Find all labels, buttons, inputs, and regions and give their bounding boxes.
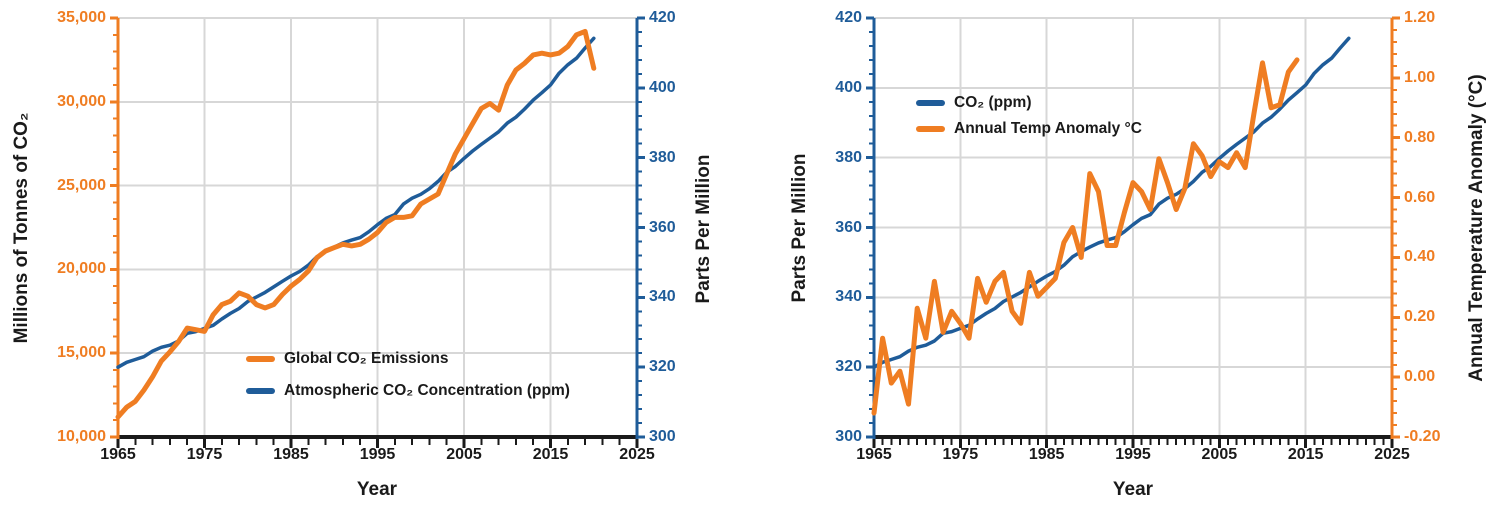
tick-label: 1.00 (1404, 68, 1436, 86)
legend-label: Atmospheric CO₂ Concentration (ppm) (284, 382, 570, 399)
y-axis-title-right: Annual Temperature Anomaly (°C) (1466, 74, 1487, 382)
series-line (116, 36, 596, 369)
plot-area (866, 16, 1400, 448)
tick-label: 380 (649, 148, 676, 166)
legend-item: CO₂ (ppm) (916, 90, 1142, 116)
tick-label: 25,000 (57, 176, 106, 194)
x-axis-title: Year (1112, 479, 1154, 500)
y-axis-title-left: Millions of Tonnes of CO₂ (11, 112, 32, 344)
tick-label: 1995 (359, 446, 396, 463)
concentration-and-temperature-chart: Parts Per Million Annual Temperature Ano… (755, 0, 1509, 524)
tick-label: 0.60 (1404, 188, 1436, 206)
x-axis-title: Year (356, 479, 398, 500)
tick-label: 35,000 (57, 9, 106, 26)
series-line (871, 57, 1300, 416)
tick-label: 420 (835, 9, 862, 26)
legend-swatch-concentration (246, 388, 275, 394)
x-axis (872, 435, 1394, 448)
tick-label: 2015 (1287, 446, 1324, 463)
tick-label: 15,000 (57, 344, 106, 362)
tick-label: 340 (835, 288, 862, 306)
tick-label: 300 (835, 428, 862, 445)
tick-label: 2005 (446, 446, 482, 463)
legend-swatch-co2 (916, 100, 945, 106)
tick-label: 1995 (1115, 446, 1151, 463)
tick-label: 30,000 (57, 92, 106, 110)
emissions-and-concentration-chart: Millions of Tonnes of CO₂ Parts Per Mill… (11, 9, 714, 500)
tick-label: 1985 (273, 446, 309, 463)
tick-label: 0.40 (1404, 248, 1436, 266)
tick-label: 2025 (619, 446, 655, 463)
legend-label: Global CO₂ Emissions (284, 350, 449, 367)
y-axis-left (866, 16, 876, 439)
y-axis-left (110, 16, 120, 439)
tick-label: 1.20 (1404, 9, 1436, 26)
tick-label: 1965 (100, 446, 136, 463)
tick-label: 0.80 (1404, 128, 1436, 146)
y-axis-right (635, 16, 645, 439)
tick-label: 400 (835, 78, 862, 96)
legend: Global CO₂ Emissions Atmospheric CO₂ Con… (246, 343, 570, 407)
plot-area (110, 16, 645, 448)
y-axis-right (1390, 16, 1400, 439)
series-line (115, 28, 597, 420)
legend-item: Atmospheric CO₂ Concentration (ppm) (246, 375, 570, 407)
tick-label: 320 (649, 358, 676, 376)
legend-label: CO₂ (ppm) (954, 94, 1032, 111)
legend-swatch-emissions (246, 356, 275, 362)
legend-item: Annual Temp Anomaly °C (916, 116, 1142, 142)
tick-label: 400 (649, 78, 676, 96)
x-axis (116, 435, 639, 448)
gridlines (874, 17, 1392, 437)
tick-label: 0.20 (1404, 308, 1436, 326)
tick-label: 2025 (1374, 446, 1410, 463)
gridlines (118, 17, 637, 437)
tick-label: 1985 (1028, 446, 1065, 463)
tick-label: 320 (835, 358, 862, 376)
tick-label: 420 (649, 9, 676, 26)
tick-label: 2005 (1201, 446, 1238, 463)
tick-label: 10,000 (57, 428, 106, 445)
tick-label: 2015 (532, 446, 569, 463)
tick-label: 360 (835, 218, 862, 236)
legend-swatch-temp (916, 126, 945, 132)
tick-label: 1975 (186, 446, 223, 463)
tick-label: 20,000 (57, 260, 106, 278)
tick-label: 360 (649, 218, 676, 236)
tick-label: 0.00 (1404, 368, 1436, 386)
tick-label: 300 (649, 428, 676, 445)
legend-item: Global CO₂ Emissions (246, 343, 570, 375)
tick-label: 380 (835, 148, 862, 166)
legend-label: Annual Temp Anomaly °C (954, 120, 1142, 137)
tick-label: 1975 (942, 446, 979, 463)
tick-label: 340 (649, 288, 676, 306)
series-line (872, 36, 1351, 369)
tick-label: -0.20 (1404, 428, 1441, 445)
tick-label: 1965 (856, 446, 892, 463)
legend: CO₂ (ppm) Annual Temp Anomaly °C (916, 90, 1142, 142)
